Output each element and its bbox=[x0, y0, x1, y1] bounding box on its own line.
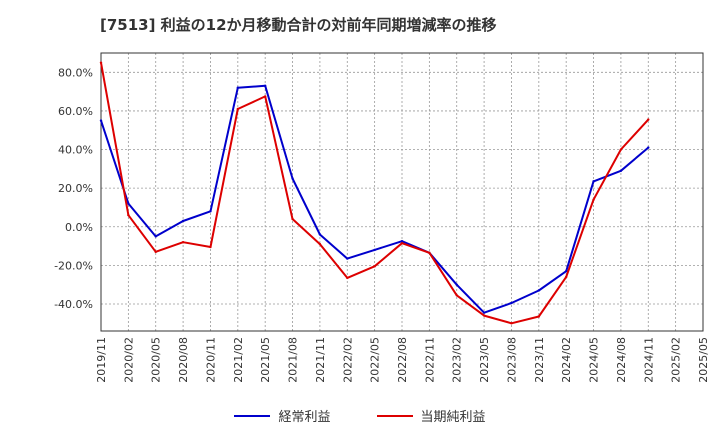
y-tick-label: 0.0% bbox=[65, 221, 93, 234]
y-tick-label: 60.0% bbox=[58, 105, 93, 118]
data-point bbox=[181, 219, 185, 223]
data-point bbox=[127, 213, 130, 217]
legend-label-ordinary-profit: 経常利益 bbox=[278, 410, 331, 425]
data-point bbox=[236, 107, 240, 111]
y-tick-label: 40.0% bbox=[58, 144, 93, 157]
x-tick-label: 2020/11 bbox=[204, 337, 217, 383]
x-tick-label: 2025/05 bbox=[697, 337, 710, 383]
data-point bbox=[592, 180, 595, 183]
data-point bbox=[209, 210, 212, 213]
data-point bbox=[99, 61, 103, 64]
data-point bbox=[400, 240, 404, 243]
data-point bbox=[619, 148, 623, 151]
data-point bbox=[127, 202, 130, 205]
data-point bbox=[373, 248, 376, 252]
data-point bbox=[455, 294, 458, 297]
chart-title: [7513] 利益の12か月移動合計の対前年同期増減率の推移 bbox=[100, 16, 497, 34]
x-tick-label: 2023/08 bbox=[505, 337, 518, 383]
x-tick-label: 2021/05 bbox=[259, 337, 272, 383]
y-tick-label: 80.0% bbox=[58, 66, 93, 79]
data-point bbox=[428, 251, 431, 255]
data-point bbox=[154, 235, 157, 238]
data-point bbox=[400, 241, 404, 245]
x-tick-label: 2021/02 bbox=[232, 337, 245, 383]
data-point bbox=[564, 275, 568, 279]
legend-swatch-net-profit bbox=[376, 414, 413, 417]
data-point bbox=[263, 84, 267, 88]
legend-item-ordinary-profit: 経常利益 bbox=[234, 406, 331, 425]
data-point bbox=[482, 311, 486, 314]
data-point bbox=[263, 95, 267, 98]
data-point bbox=[455, 283, 458, 286]
x-tick-label: 2022/08 bbox=[396, 337, 409, 383]
x-tick-label: 2021/11 bbox=[314, 337, 327, 383]
x-tick-label: 2019/11 bbox=[95, 337, 108, 383]
legend-label-net-profit: 当期純利益 bbox=[420, 410, 486, 425]
legend-swatch-ordinary-profit bbox=[234, 414, 271, 417]
data-point bbox=[537, 289, 541, 292]
x-tick-label: 2020/05 bbox=[150, 337, 163, 383]
x-tick-label: 2024/08 bbox=[615, 337, 628, 383]
plot-border bbox=[100, 52, 704, 332]
x-tick-label: 2021/08 bbox=[287, 337, 300, 383]
data-point bbox=[291, 217, 294, 221]
data-point bbox=[291, 177, 294, 180]
data-point bbox=[99, 119, 103, 122]
data-point bbox=[482, 314, 486, 317]
legend: 経常利益 当期純利益 bbox=[0, 406, 720, 425]
data-point bbox=[346, 276, 349, 280]
x-tick-label: 2020/02 bbox=[122, 337, 135, 383]
x-tick-label: 2022/02 bbox=[341, 337, 354, 383]
plot-area bbox=[101, 53, 703, 331]
x-tick-label: 2023/05 bbox=[478, 337, 491, 383]
x-tick-label: 2024/02 bbox=[560, 337, 573, 383]
x-tick-label: 2020/08 bbox=[177, 337, 190, 383]
data-point bbox=[564, 269, 568, 273]
data-point bbox=[181, 240, 185, 244]
data-point bbox=[537, 315, 541, 318]
data-point bbox=[619, 169, 623, 172]
x-tick-label: 2023/11 bbox=[533, 337, 546, 383]
x-tick-label: 2023/02 bbox=[451, 337, 464, 383]
data-point bbox=[154, 250, 157, 254]
data-point bbox=[318, 233, 322, 236]
data-point bbox=[510, 301, 513, 305]
x-tick-label: 2022/05 bbox=[369, 337, 382, 383]
data-point bbox=[236, 86, 240, 89]
y-tick-label: -20.0% bbox=[54, 259, 93, 272]
data-point bbox=[647, 146, 650, 149]
data-point bbox=[510, 322, 513, 325]
x-tick-label: 2024/11 bbox=[642, 337, 655, 383]
x-tick-label: 2024/05 bbox=[588, 337, 601, 383]
data-point bbox=[209, 245, 212, 249]
y-tick-label: 20.0% bbox=[58, 182, 93, 195]
legend-item-net-profit: 当期純利益 bbox=[376, 406, 486, 425]
x-tick-label: 2022/11 bbox=[423, 337, 436, 383]
x-tick-label: 2025/02 bbox=[670, 337, 683, 383]
y-tick-label: -40.0% bbox=[54, 298, 93, 311]
data-point bbox=[647, 118, 650, 121]
data-point bbox=[346, 257, 349, 260]
data-point bbox=[592, 198, 595, 201]
data-point bbox=[373, 265, 376, 268]
data-point bbox=[318, 242, 322, 246]
